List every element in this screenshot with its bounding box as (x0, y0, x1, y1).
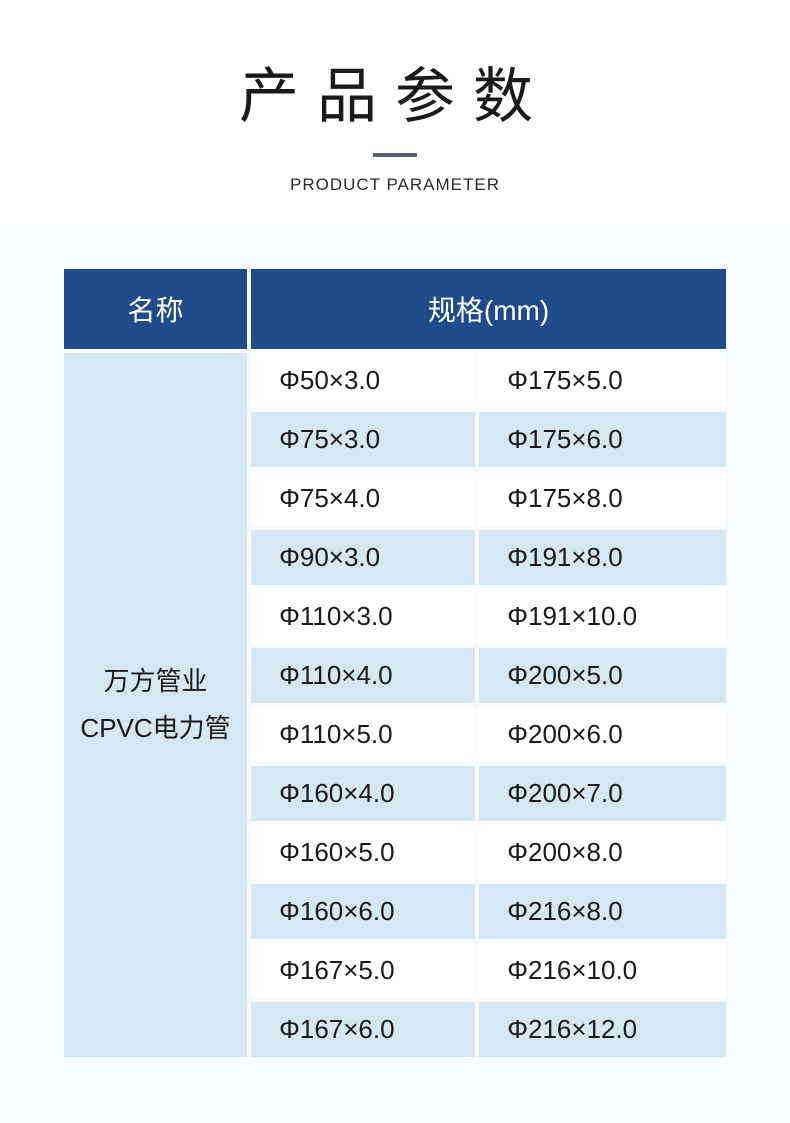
spec-cell: Φ200×5.0 (479, 648, 726, 703)
spec-cell: Φ191×8.0 (479, 530, 726, 585)
spec-cell: Φ216×12.0 (479, 1002, 726, 1057)
table-wrapper: 名称 规格(mm) 万方管业 CPVC电力管 Φ50×3.0 Φ175×5.0 … (0, 225, 790, 1061)
product-name-cell: 万方管业 CPVC电力管 (64, 353, 247, 1057)
header-section: 产品参数 PRODUCT PARAMETER (0, 0, 790, 225)
spec-cell: Φ110×4.0 (251, 648, 475, 703)
spec-cell: Φ200×7.0 (479, 766, 726, 821)
spec-cell: Φ160×5.0 (251, 825, 475, 880)
spec-cell: Φ167×6.0 (251, 1002, 475, 1057)
spec-cell: Φ175×6.0 (479, 412, 726, 467)
product-name-line1: 万方管业 (104, 666, 208, 696)
spec-cell: Φ110×5.0 (251, 707, 475, 762)
spec-cell: Φ50×3.0 (251, 353, 475, 408)
spec-cell: Φ175×8.0 (479, 471, 726, 526)
parameter-table: 名称 规格(mm) 万方管业 CPVC电力管 Φ50×3.0 Φ175×5.0 … (60, 265, 730, 1061)
spec-cell: Φ75×4.0 (251, 471, 475, 526)
spec-cell: Φ90×3.0 (251, 530, 475, 585)
spec-cell: Φ200×6.0 (479, 707, 726, 762)
column-header-name: 名称 (64, 269, 247, 349)
spec-cell: Φ216×8.0 (479, 884, 726, 939)
spec-cell: Φ216×10.0 (479, 943, 726, 998)
title-divider (373, 153, 417, 157)
table-row: 万方管业 CPVC电力管 Φ50×3.0 Φ175×5.0 (64, 353, 726, 408)
spec-cell: Φ191×10.0 (479, 589, 726, 644)
product-name-line2: CPVC电力管 (80, 713, 230, 743)
page-title: 产品参数 (0, 48, 790, 135)
spec-cell: Φ110×3.0 (251, 589, 475, 644)
spec-cell: Φ160×4.0 (251, 766, 475, 821)
column-header-spec: 规格(mm) (251, 269, 726, 349)
spec-cell: Φ175×5.0 (479, 353, 726, 408)
spec-cell: Φ75×3.0 (251, 412, 475, 467)
spec-cell: Φ167×5.0 (251, 943, 475, 998)
spec-cell: Φ160×6.0 (251, 884, 475, 939)
spec-cell: Φ200×8.0 (479, 825, 726, 880)
page-subtitle: PRODUCT PARAMETER (0, 175, 790, 195)
table-header-row: 名称 规格(mm) (64, 269, 726, 349)
